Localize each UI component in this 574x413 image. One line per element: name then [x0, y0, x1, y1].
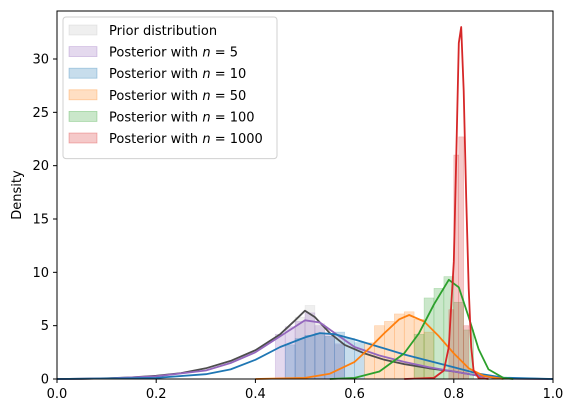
plot-area: [56, 26, 554, 380]
kde-line-5: [404, 26, 489, 380]
x-tick-label-1: 0.2: [146, 387, 167, 402]
x-tick-label-4: 0.8: [443, 387, 464, 402]
kde-line-4: [329, 278, 514, 380]
kde-line-2: [56, 332, 554, 380]
y-tick-label-5: 25: [32, 106, 49, 121]
y-tick-label-0: 0: [41, 373, 49, 388]
hist-bar-2-3: [314, 332, 326, 380]
legend-label-2: Posterior with n = 10: [109, 67, 246, 82]
hist-bar-2-2: [304, 335, 316, 380]
legend-swatch-3: [68, 89, 98, 101]
legend-label-1: Posterior with n = 5: [109, 46, 238, 61]
y-axis-label: Density: [10, 170, 25, 220]
legend-label-5: Posterior with n = 1000: [109, 132, 263, 147]
legend-swatch-2: [68, 67, 98, 79]
legend-swatch-1: [68, 46, 98, 57]
y-tick-label-3: 15: [32, 213, 49, 228]
y-tick-label-6: 30: [32, 53, 49, 68]
hist-bar-2-0: [284, 344, 296, 380]
y-tick-label-1: 5: [41, 319, 49, 334]
legend-box: [62, 16, 278, 160]
legend: Prior distribution Posterior with n = 5 Po…: [62, 16, 278, 160]
x-tick-label-5: 1.0: [543, 387, 564, 402]
kde-line-1: [56, 319, 554, 380]
legend-label-0: Prior distribution: [109, 24, 217, 39]
axes: 0.0 0.2 0.4 0.6 0.8 1.0 0 5 10 15 20 25 30: [32, 10, 564, 402]
x-tick-label-0: 0.0: [47, 387, 68, 402]
legend-swatch-4: [68, 111, 98, 122]
y-tick-label-4: 20: [32, 159, 49, 174]
hist-bar-5-2: [458, 136, 464, 380]
hist-bar-2-1: [294, 338, 306, 380]
kde-line-3: [255, 314, 504, 380]
x-tick-label-3: 0.6: [344, 387, 365, 402]
legend-label-3: Posterior with n = 50: [109, 89, 246, 104]
x-tick-label-2: 0.4: [245, 387, 266, 402]
legend-label-4: Posterior with n = 100: [109, 110, 255, 125]
legend-swatch-5: [68, 132, 98, 144]
y-tick-label-2: 10: [32, 266, 49, 281]
legend-swatch-0: [68, 24, 98, 36]
hist-bar-1-0: [274, 333, 286, 380]
axes-frame: [56, 10, 554, 380]
